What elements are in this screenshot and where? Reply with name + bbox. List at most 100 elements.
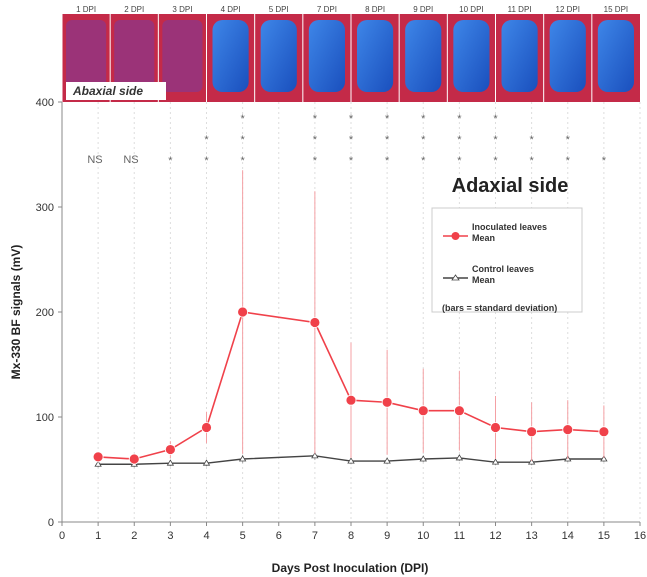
data-point <box>490 422 501 433</box>
data-point <box>237 306 249 318</box>
series-layer <box>92 170 610 468</box>
significance-asterisk: * <box>493 134 498 146</box>
data-point <box>417 405 429 417</box>
significance-asterisk: * <box>493 155 498 167</box>
x-tick-label: 6 <box>276 530 282 542</box>
data-point <box>381 396 393 408</box>
significance-asterisk: * <box>349 113 354 125</box>
data-point <box>202 459 211 466</box>
y-tick-label: 300 <box>36 202 54 214</box>
x-tick-label: 7 <box>312 530 318 542</box>
leaf-image <box>405 20 442 92</box>
data-point <box>527 458 536 465</box>
significance-ns-label: NS <box>123 154 138 166</box>
significance-asterisk: * <box>385 113 390 125</box>
data-point <box>94 460 102 467</box>
image-strip-label-box <box>66 82 166 100</box>
data-point <box>347 457 355 464</box>
y-tick-label: 400 <box>36 97 54 109</box>
significance-markers: * * * * * * * * * * * * * * * * * * * * * * * * * * * * * NS NS <box>87 113 606 167</box>
x-ticks: 0 1 2 3 4 5 6 7 8 9 10 11 12 13 14 15 16 <box>59 522 646 542</box>
legend-swatch-marker <box>451 232 460 240</box>
panel-label: 15 DPI <box>604 5 628 14</box>
data-point <box>491 458 500 465</box>
data-point <box>201 422 212 433</box>
panel-label: 10 DPI <box>459 5 483 14</box>
legend-label: Mean <box>472 233 495 243</box>
significance-asterisk: * <box>349 134 354 146</box>
y-tick-label: 100 <box>36 412 54 424</box>
legend-label: Inoculated leaves <box>472 222 547 232</box>
y-ticks: 0 100 200 300 400 <box>36 97 62 529</box>
significance-asterisk: * <box>313 134 318 146</box>
panel-label: 9 DPI <box>413 5 433 14</box>
leaf-image <box>260 20 297 92</box>
x-axis-title: Days Post Inoculation (DPI) <box>272 561 429 575</box>
chart-title: Adaxial side <box>452 175 569 197</box>
data-point <box>526 426 538 438</box>
panel-label: 3 DPI <box>172 5 192 14</box>
data-point <box>419 455 427 462</box>
significance-asterisk: * <box>240 134 245 146</box>
data-point <box>562 424 574 436</box>
x-tick-label: 3 <box>167 530 173 542</box>
leaf-image <box>66 20 107 92</box>
leaf-image <box>501 20 538 92</box>
significance-asterisk: * <box>240 155 245 167</box>
panel-label: 11 DPI <box>508 5 532 14</box>
data-point <box>383 457 391 464</box>
significance-asterisk: * <box>313 113 318 125</box>
panel-label: 8 DPI <box>365 5 385 14</box>
leaf-image <box>357 20 394 92</box>
significance-asterisk: * <box>566 134 571 146</box>
significance-asterisk: * <box>421 134 426 146</box>
significance-asterisk: * <box>421 155 426 167</box>
significance-ns-label: NS <box>87 154 102 166</box>
x-tick-label: 0 <box>59 530 65 542</box>
x-tick-label: 15 <box>598 530 610 542</box>
data-point <box>598 426 610 438</box>
series-line <box>98 455 604 465</box>
panel-label: 7 DPI <box>317 5 337 14</box>
x-tick-label: 4 <box>203 530 209 542</box>
significance-asterisk: * <box>204 155 209 167</box>
leaf-image <box>549 20 586 92</box>
y-axis-title: Mx-330 BF signals (mV) <box>9 245 23 380</box>
data-point <box>92 451 104 463</box>
legend-label: Control leaves <box>472 264 534 274</box>
panel-label: 2 DPI <box>124 5 144 14</box>
data-point <box>600 455 608 462</box>
x-tick-label: 5 <box>240 530 246 542</box>
significance-asterisk: * <box>421 113 426 125</box>
data-point <box>311 452 319 459</box>
significance-asterisk: * <box>457 134 462 146</box>
significance-asterisk: * <box>457 113 462 125</box>
leaf-image <box>162 20 203 92</box>
significance-asterisk: * <box>493 113 498 125</box>
data-point <box>345 394 357 406</box>
data-point <box>164 444 176 455</box>
x-tick-label: 11 <box>454 530 465 542</box>
significance-asterisk: * <box>529 155 534 167</box>
image-strip: 1 DPI 2 DPI 3 DPI 4 DPI 5 DPI 7 DPI 8 DPI 9 DPI… <box>61 5 640 102</box>
leaf-image <box>308 20 345 92</box>
significance-asterisk: * <box>168 155 173 167</box>
significance-asterisk: * <box>240 113 245 125</box>
y-tick-label: 200 <box>36 307 54 319</box>
significance-asterisk: * <box>457 155 462 167</box>
legend-box <box>431 207 583 313</box>
panel-label: 4 DPI <box>221 5 241 14</box>
panel-label: 1 DPI <box>76 5 96 14</box>
x-tick-label: 9 <box>384 530 390 542</box>
data-point <box>455 454 464 461</box>
x-tick-label: 8 <box>348 530 354 542</box>
significance-asterisk: * <box>385 134 390 146</box>
x-tick-label: 10 <box>417 530 429 542</box>
significance-asterisk: * <box>313 155 318 167</box>
y-tick-label: 0 <box>48 517 54 529</box>
data-point <box>309 317 321 328</box>
significance-asterisk: * <box>349 155 354 167</box>
significance-asterisk: * <box>529 134 534 146</box>
